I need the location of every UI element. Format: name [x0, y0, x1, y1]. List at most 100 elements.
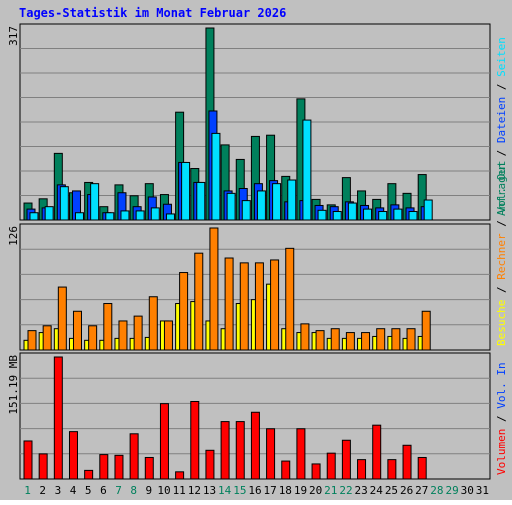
panel-top: 317 Anfragen / Dateien / Seiten — [7, 23, 508, 221]
bar-rechner-day-4 — [72, 310, 82, 351]
x-tick-label: 2 — [39, 484, 46, 497]
bar-seiten-day-13 — [211, 132, 221, 221]
bar-volumen-day-18 — [281, 460, 291, 480]
x-tick-label: 22 — [339, 484, 352, 497]
bar-volumen-day-6 — [99, 454, 109, 480]
y-max-label: 126 — [7, 226, 20, 246]
legend-entry: Dateien — [495, 97, 508, 143]
bar-volumen-day-23 — [357, 459, 367, 480]
bar-seiten-day-27 — [423, 199, 433, 221]
x-tick-label: 4 — [70, 484, 77, 497]
legend-entry: / — [495, 143, 508, 163]
bar-volumen-day-25 — [387, 459, 397, 480]
legend-entry: Anfragen — [495, 163, 508, 216]
x-tick-label: 14 — [218, 484, 232, 497]
bar-seiten-day-16 — [256, 190, 266, 221]
legend-entry: Seiten — [495, 37, 508, 77]
bar-volumen-day-20 — [311, 463, 321, 480]
bar-seiten-day-17 — [272, 183, 282, 221]
x-tick-label: 17 — [264, 484, 277, 497]
bar-rechner-day-8 — [133, 315, 143, 351]
bar-rechner-day-26 — [406, 328, 416, 351]
legend-bottom: Volumen / Vol. In — [495, 362, 508, 475]
bar-rechner-day-11 — [179, 272, 189, 351]
bar-seiten-day-22 — [347, 202, 357, 221]
bar-seiten-day-9 — [150, 207, 160, 221]
bar-volumen-day-10 — [159, 403, 169, 480]
legend-top: Anfragen / Dateien / Seiten — [495, 37, 508, 216]
x-tick-label: 20 — [309, 484, 322, 497]
x-tick-label: 1 — [24, 484, 31, 497]
bar-seiten-day-25 — [393, 208, 403, 221]
chart-title: Tages-Statistik im Monat Februar 2026 — [19, 6, 286, 20]
bar-rechner-day-25 — [391, 328, 401, 351]
bar-rechner-day-6 — [103, 303, 113, 351]
bar-seiten-day-19 — [302, 119, 312, 221]
bar-seiten-day-24 — [378, 211, 388, 221]
bar-volumen-day-1 — [23, 440, 33, 480]
bar-rechner-day-12 — [194, 252, 204, 351]
bar-rechner-day-19 — [300, 323, 310, 351]
bar-volumen-day-16 — [250, 411, 260, 480]
x-tick-label: 26 — [400, 484, 413, 497]
bar-volumen-day-8 — [129, 433, 139, 480]
bar-seiten-day-10 — [165, 213, 175, 221]
x-tick-label: 16 — [248, 484, 261, 497]
bar-rechner-day-20 — [315, 330, 325, 351]
bar-volumen-day-14 — [220, 421, 230, 480]
bar-seiten-day-4 — [74, 212, 84, 221]
bar-seiten-day-2 — [44, 206, 54, 221]
bar-rechner-day-9 — [148, 296, 158, 351]
legend-entry: / — [495, 214, 508, 234]
y-max-label: 317 — [7, 26, 20, 46]
bar-rechner-day-24 — [376, 328, 386, 351]
legend-entry: / — [495, 409, 508, 429]
bar-volumen-day-13 — [205, 449, 215, 480]
legend-entry: Vol. Out — [495, 161, 508, 214]
bar-seiten-day-11 — [181, 161, 191, 221]
x-tick-label: 25 — [385, 484, 398, 497]
bar-rechner-day-10 — [163, 320, 173, 351]
bar-volumen-day-7 — [114, 454, 124, 480]
bar-volumen-day-4 — [68, 431, 78, 480]
bar-seiten-day-8 — [135, 210, 145, 221]
x-tick-label: 29 — [445, 484, 458, 497]
legend-middle: Besuche / Rechner / Vol. Out — [495, 161, 508, 346]
bar-volumen-day-27 — [417, 456, 427, 480]
bar-volumen-day-21 — [326, 452, 336, 480]
bar-rechner-day-21 — [330, 328, 340, 351]
bar-seiten-day-21 — [332, 211, 342, 221]
bar-rechner-day-27 — [421, 310, 431, 351]
x-tick-label: 18 — [279, 484, 292, 497]
x-tick-label: 30 — [461, 484, 474, 497]
legend-entry: / — [495, 280, 508, 300]
legend-entry: Rechner — [495, 233, 508, 280]
legend-entry: Volumen — [495, 429, 508, 475]
bar-volumen-day-9 — [144, 456, 154, 480]
legend-entry: Besuche — [495, 300, 508, 346]
bar-volumen-day-19 — [296, 428, 306, 480]
bar-rechner-day-22 — [345, 332, 355, 351]
bar-rechner-day-23 — [361, 332, 371, 351]
bar-volumen-day-15 — [235, 421, 245, 480]
x-tick-label: 10 — [157, 484, 170, 497]
x-tick-label: 21 — [324, 484, 337, 497]
x-tick-label: 28 — [430, 484, 443, 497]
bar-seiten-day-23 — [363, 208, 373, 221]
bar-volumen-day-2 — [38, 453, 48, 480]
bar-seiten-day-26 — [408, 211, 418, 221]
bar-volumen-day-11 — [175, 471, 185, 480]
bar-rechner-day-13 — [209, 227, 219, 351]
bar-rechner-day-5 — [88, 325, 98, 351]
bar-volumen-day-17 — [266, 428, 276, 480]
y-max-label: 151.19 MB — [7, 355, 20, 415]
bar-rechner-day-2 — [42, 325, 52, 351]
bar-volumen-day-3 — [53, 356, 63, 480]
bar-volumen-day-24 — [372, 424, 382, 480]
bar-rechner-day-17 — [270, 259, 280, 351]
x-tick-label: 24 — [370, 484, 384, 497]
bar-rechner-day-14 — [224, 257, 234, 351]
bar-seiten-day-14 — [226, 192, 236, 221]
